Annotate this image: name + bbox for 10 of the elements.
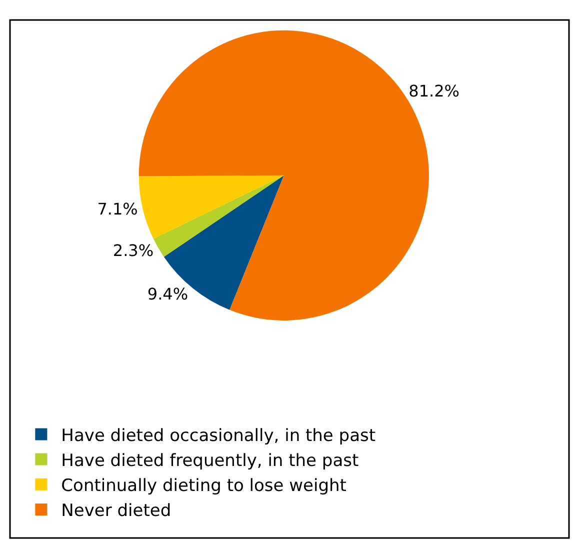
data-label: 7.1%: [97, 199, 138, 218]
legend-label: Have dieted frequently, in the past: [61, 450, 359, 471]
data-label: 9.4%: [147, 284, 188, 304]
legend-label: Continually dieting to lose weight: [61, 476, 347, 496]
data-label: 81.2%: [408, 81, 460, 100]
pie-slice: [153, 175, 284, 257]
legend-label: Have dieted occasionally, in the past: [61, 426, 376, 446]
data-label: 2.3%: [112, 240, 154, 260]
legend-label: Never dieted: [61, 501, 172, 522]
pie-slice: [138, 175, 284, 239]
